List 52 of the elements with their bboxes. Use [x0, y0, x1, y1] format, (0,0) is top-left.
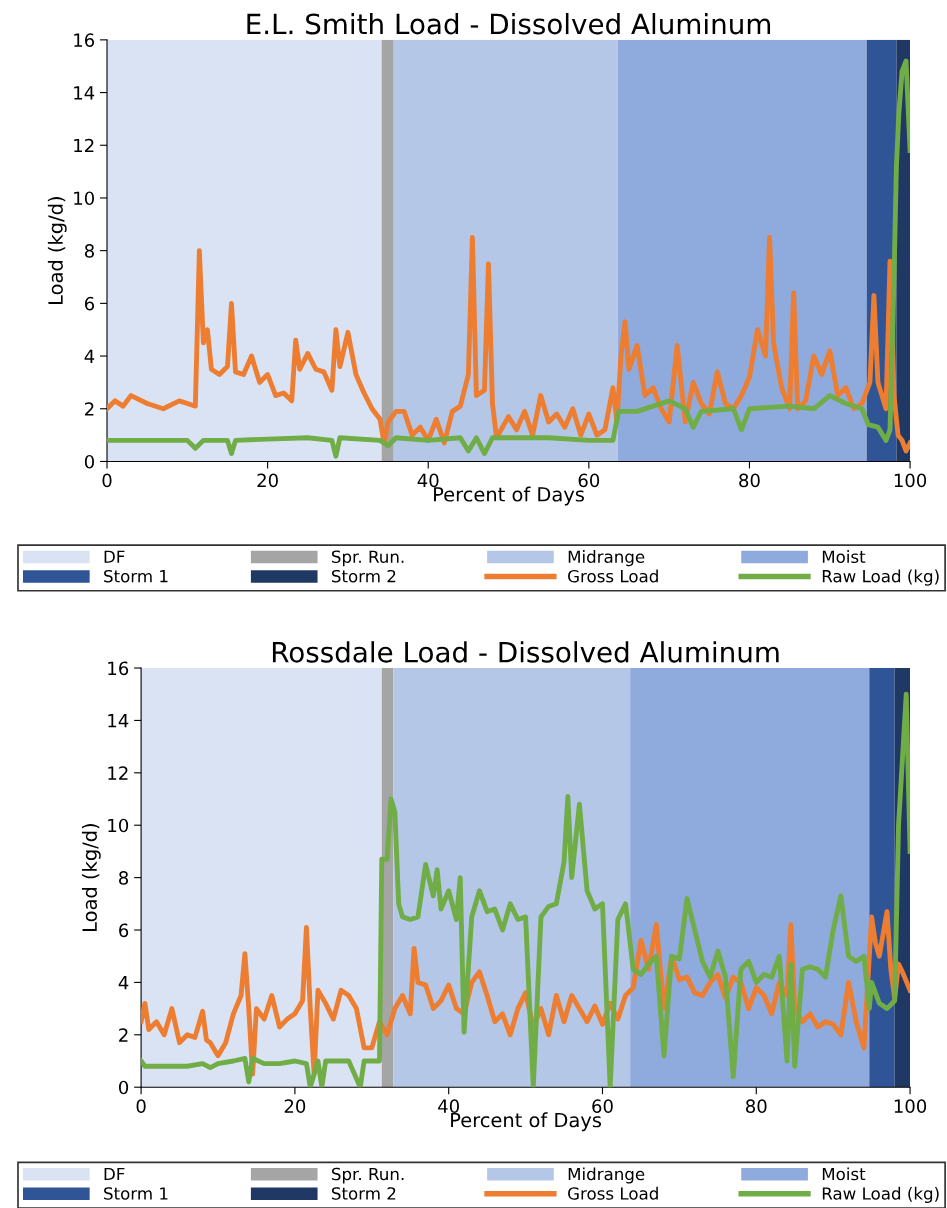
y-tick-label: 8: [84, 244, 94, 258]
y-tick-label: 10: [108, 818, 129, 833]
y-tick-label: 6: [84, 296, 95, 311]
x-axis-title: Percent of Days: [451, 1112, 602, 1132]
legend-label: Midrange: [568, 1167, 645, 1184]
y-tick-label: 0: [119, 1080, 129, 1095]
legend-label: Gross Load: [568, 1186, 658, 1200]
legend-label: Storm 2: [331, 1187, 396, 1200]
y-tick-label: 14: [74, 86, 95, 100]
x-tick-label: 100: [894, 1099, 927, 1113]
y-tick-label: 8: [119, 871, 129, 885]
x-tick-label: 0: [136, 1099, 146, 1113]
y-tick-label: 10: [74, 191, 95, 206]
x-tick-label: 80: [746, 1099, 767, 1113]
y-tick-label: 12: [74, 138, 94, 153]
x-tick-label: 40: [417, 473, 439, 488]
legend-label: DF: [104, 550, 125, 563]
y-tick-label: 14: [108, 714, 129, 728]
y-axis-title: Load (kg/d): [81, 824, 101, 931]
legend-label: Storm 1: [104, 569, 168, 583]
chart-title: Rossdale Load - Dissolved Aluminum: [272, 641, 779, 663]
legend-label: Spr. Run.: [331, 1167, 404, 1184]
line-series: [107, 235, 911, 454]
y-tick-label: 12: [108, 766, 128, 780]
y-tick-label: 4: [84, 349, 95, 363]
x-tick-label: 60: [578, 473, 600, 488]
x-tick-label: 100: [894, 473, 927, 488]
chart-title: E.L. Smith Load - Dissolved Aluminum: [247, 12, 771, 35]
x-tick-label: 20: [284, 1099, 306, 1113]
legend-label: Midrange: [568, 550, 645, 567]
y-tick-label: 6: [119, 923, 129, 938]
legend-label: Raw Load (kg): [822, 1186, 939, 1203]
y-tick-label: 16: [74, 33, 95, 47]
y-tick-label: 2: [85, 402, 94, 416]
legend-label: Moist: [822, 1167, 866, 1181]
y-tick-label: 0: [84, 454, 95, 469]
y-tick-label: 16: [108, 661, 129, 676]
legend-label: Spr. Run.: [331, 550, 404, 567]
x-tick-label: 40: [438, 1099, 459, 1113]
x-tick-label: 20: [257, 473, 278, 488]
y-tick-label: 4: [118, 976, 129, 990]
legend-label: Storm 2: [331, 569, 396, 583]
legend-label: Raw Load (kg): [822, 569, 939, 586]
y-axis-title: Load (kg/d): [47, 197, 67, 304]
legend-label: Storm 1: [104, 1187, 168, 1200]
legend-label: Gross Load: [568, 569, 658, 583]
y-tick-label: 2: [119, 1028, 128, 1042]
legend-label: Moist: [822, 550, 866, 564]
x-tick-label: 80: [739, 473, 760, 488]
x-axis-title: Percent of Days: [434, 486, 584, 506]
legend-label: DF: [104, 1167, 125, 1181]
x-tick-label: 60: [592, 1099, 613, 1113]
